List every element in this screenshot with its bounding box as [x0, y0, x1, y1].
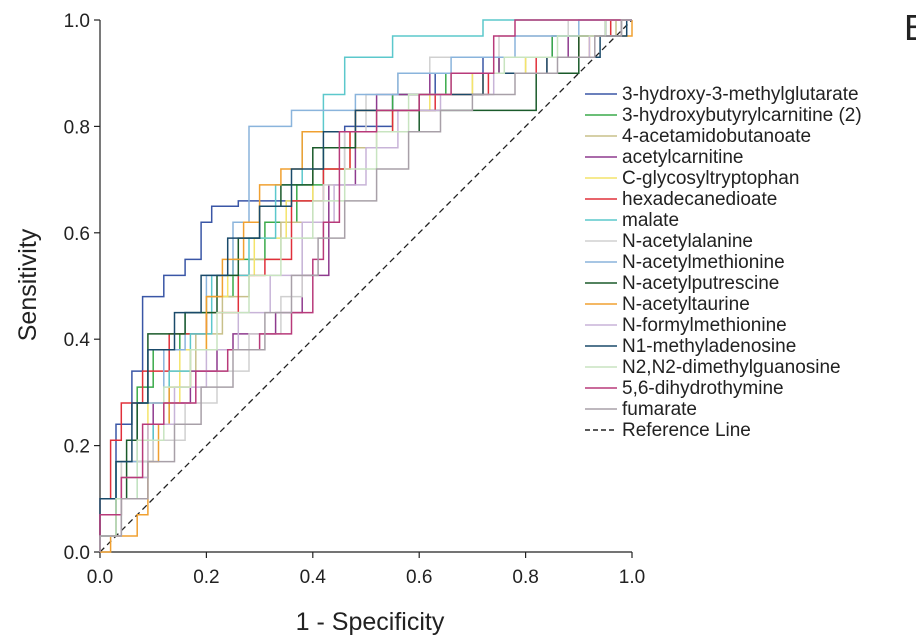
x-tick-label: 0.6: [406, 567, 432, 588]
y-tick-label: 0.8: [64, 117, 90, 138]
panel-label: B: [904, 7, 916, 48]
y-tick-label: 0.2: [64, 437, 90, 458]
legend-label: Reference Line: [622, 420, 751, 441]
legend-label: malate: [622, 210, 679, 231]
legend-label: fumarate: [622, 399, 697, 420]
y-tick-label: 0.4: [64, 330, 91, 351]
legend-label: N-acetylmethionine: [622, 252, 785, 273]
x-tick-label: 0.0: [87, 567, 113, 588]
legend-label: N-acetylalanine: [622, 231, 753, 252]
y-tick-label: 0.6: [64, 224, 90, 245]
legend-label: C-glycosyltryptophan: [622, 168, 799, 189]
series-layer: [99, 19, 633, 553]
x-tick-label: 0.2: [193, 567, 219, 588]
legend: 3-hydroxy-3-methylglutarate3-hydroxybuty…: [585, 84, 862, 441]
x-tick-label: 0.8: [512, 567, 538, 588]
legend-label: 4-acetamidobutanoate: [622, 126, 811, 147]
series-line-1: [99, 19, 632, 552]
legend-label: N-acetyltaurine: [622, 294, 750, 315]
y-axis-title: Sensitivity: [14, 228, 42, 341]
reference-line: [99, 19, 633, 553]
legend-label: N-formylmethionine: [622, 315, 787, 336]
x-tick-label: 1.0: [619, 567, 645, 588]
legend-label: 5,6-dihydrothymine: [622, 378, 784, 399]
series-line-15: [99, 19, 632, 552]
legend-label: N-acetylputrescine: [622, 273, 779, 294]
legend-label: hexadecanedioate: [622, 189, 777, 210]
axes: 0.0 0.2 0.4 0.6 0.8 1.0 0.0 0.2 0.4 0.6 0.8 1.0: [64, 11, 646, 588]
legend-label: 3-hydroxy-3-methylglutarate: [622, 84, 859, 105]
x-axis-title: 1 - Specificity: [296, 608, 445, 636]
y-tick-label: 0.0: [64, 543, 90, 564]
legend-label: N1-methyladenosine: [622, 336, 796, 357]
x-tick-label: 0.4: [300, 567, 327, 588]
legend-label: N2,N2-dimethylguanosine: [622, 357, 841, 378]
series-line-14: [99, 19, 632, 552]
series-line-16: [99, 19, 632, 552]
legend-label: 3-hydroxybutyrylcarnitine (2): [622, 105, 862, 126]
y-tick-label: 1.0: [64, 11, 90, 32]
series-line-13: [99, 19, 632, 552]
legend-label: acetylcarnitine: [622, 147, 743, 168]
